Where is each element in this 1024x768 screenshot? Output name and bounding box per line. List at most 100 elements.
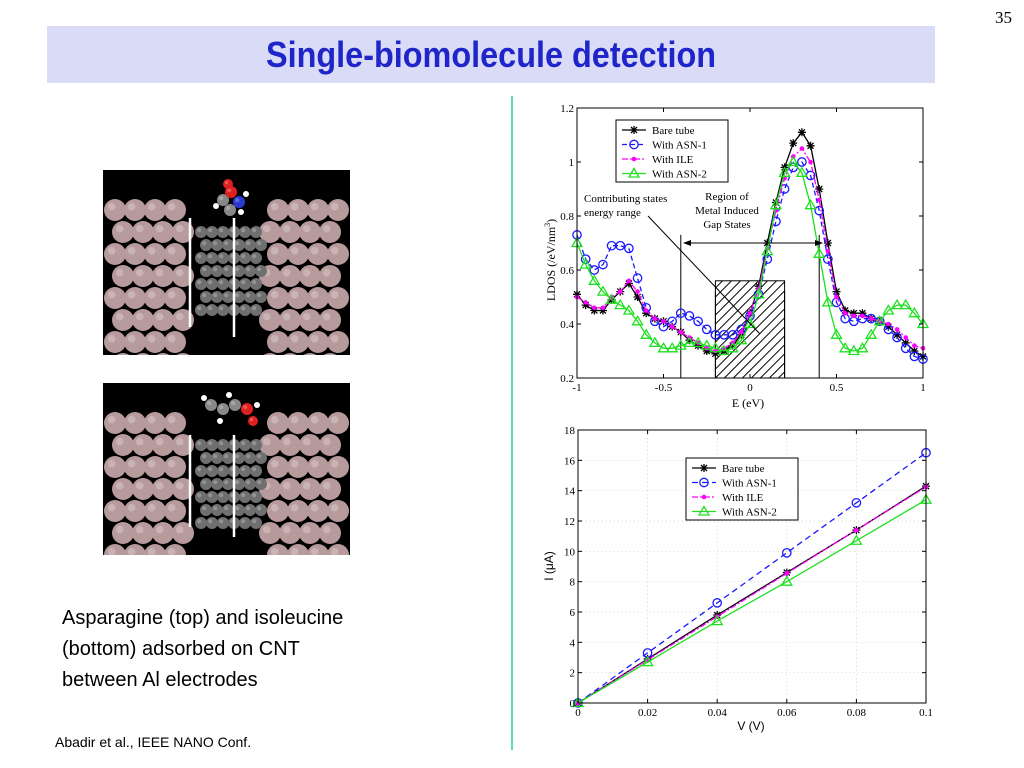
nanotube-atom-highlight (208, 519, 213, 524)
legend-marker (701, 494, 707, 500)
y-axis-label-sup: 3 (543, 223, 552, 227)
left-electrode-atom (172, 522, 194, 544)
left-electrode-atom (104, 500, 126, 522)
left-electrode-atom-highlight (155, 481, 164, 490)
data-point (841, 306, 850, 315)
data-point (892, 332, 902, 343)
hydrogen-atom-highlight (227, 393, 230, 396)
nanotube-atom (217, 439, 229, 451)
hatch-line (580, 281, 677, 378)
left-electrode-atom (104, 456, 126, 478)
y-tick-label: 16 (564, 455, 576, 467)
left-electrode-atom-highlight (115, 525, 124, 534)
right-electrode-atom-highlight (270, 547, 279, 555)
nanotube-atom (255, 265, 267, 277)
chart-axes (576, 107, 924, 379)
left-electrode-atom (152, 265, 174, 287)
nanotube-atom (211, 265, 223, 277)
y-tick-label: 1 (569, 157, 575, 169)
nanotube-atom-highlight (246, 454, 251, 459)
left-electrode-atom-highlight (155, 268, 164, 277)
right-electrode-atom-highlight (310, 547, 319, 555)
data-point (661, 319, 666, 324)
left-electrode-atom (124, 500, 146, 522)
right-electrode-atom-highlight (302, 268, 311, 277)
legend-marker (630, 126, 638, 134)
left-electrode-atom (124, 287, 146, 309)
hatch-line (742, 335, 785, 378)
nanotube-atom (239, 226, 251, 238)
right-electrode-atom (327, 456, 349, 478)
left-electrode-atom-highlight (115, 481, 124, 490)
right-electrode-atom (267, 456, 289, 478)
nanotube-atom (206, 465, 218, 477)
nanotube-atom (244, 291, 256, 303)
nanotube-atom-highlight (252, 254, 257, 259)
left-electrode-atom (152, 522, 174, 544)
nanotube-atom (233, 478, 245, 490)
hatch-line (832, 281, 929, 378)
legend-marker (700, 464, 708, 472)
right-electrode-atom (299, 434, 321, 456)
left-electrode-atom (124, 412, 146, 434)
nanotube-atom (255, 478, 267, 490)
data-point (900, 343, 911, 354)
nanotube-atom-highlight (208, 493, 213, 498)
hydrogen-atom-highlight (255, 403, 258, 406)
data-point (583, 300, 588, 305)
data-point (694, 341, 703, 350)
right-electrode-atom-highlight (270, 334, 279, 343)
right-electrode-atom (287, 544, 309, 555)
right-electrode-atom-highlight (262, 437, 271, 446)
right-electrode-atom-highlight (290, 334, 299, 343)
nanotube-atom (250, 226, 262, 238)
left-electrode-atom (144, 456, 166, 478)
right-electrode-atom-highlight (330, 334, 339, 343)
right-electrode-atom (319, 309, 341, 331)
y-axis-label: I (μA) (542, 551, 556, 581)
data-point (685, 336, 694, 345)
nanotube-atom (211, 239, 223, 251)
right-electrode-atom-highlight (302, 224, 311, 233)
data-point (657, 342, 670, 353)
left-electrode-atom-highlight (107, 290, 116, 299)
nanotube-atom (211, 504, 223, 516)
left-electrode-atom-highlight (127, 202, 136, 211)
carbon-atom-highlight (219, 405, 224, 410)
data-point (614, 298, 627, 310)
data-point (666, 342, 679, 353)
right-electrode-atom (303, 353, 317, 355)
nanotube-atom-highlight (202, 293, 207, 298)
data-point (834, 294, 839, 300)
data-point (808, 159, 813, 165)
data-point (683, 336, 696, 348)
hydrogen-atom (243, 191, 249, 197)
left-electrode-atom (144, 243, 166, 265)
hydrogen-atom (217, 418, 223, 424)
data-point (605, 293, 618, 304)
iv-chart: 0 0.02 0.04 0.06 0.08 0.1 0 2 4 6 8 10 12 14 16 18 V (V… (542, 425, 933, 733)
data-point (769, 198, 783, 210)
left-electrode-atom-highlight (115, 224, 124, 233)
nanotube-atom-highlight (208, 467, 213, 472)
legend-label: Bare tube (722, 463, 765, 475)
nanotube-atom-highlight (246, 267, 251, 272)
right-electrode-atom-highlight (270, 459, 279, 468)
nanotube-atom (222, 291, 234, 303)
nanotube-atom (255, 239, 267, 251)
right-electrode-atom-highlight (270, 503, 279, 512)
left-electrode-atom-highlight (127, 334, 136, 343)
data-point (842, 310, 848, 316)
right-electrode-atom-highlight (262, 525, 271, 534)
left-electrode-atom (112, 265, 134, 287)
left-electrode-atom-highlight (135, 525, 144, 534)
right-electrode-atom (299, 265, 321, 287)
data-point (832, 287, 841, 296)
data-point (579, 258, 592, 269)
right-electrode-atom (267, 500, 289, 522)
nanotube-atom-highlight (213, 454, 218, 459)
y-tick-label: 18 (564, 425, 576, 437)
nanotube-atom (195, 465, 207, 477)
oxygen-atom (241, 403, 253, 415)
data-point (641, 655, 654, 667)
